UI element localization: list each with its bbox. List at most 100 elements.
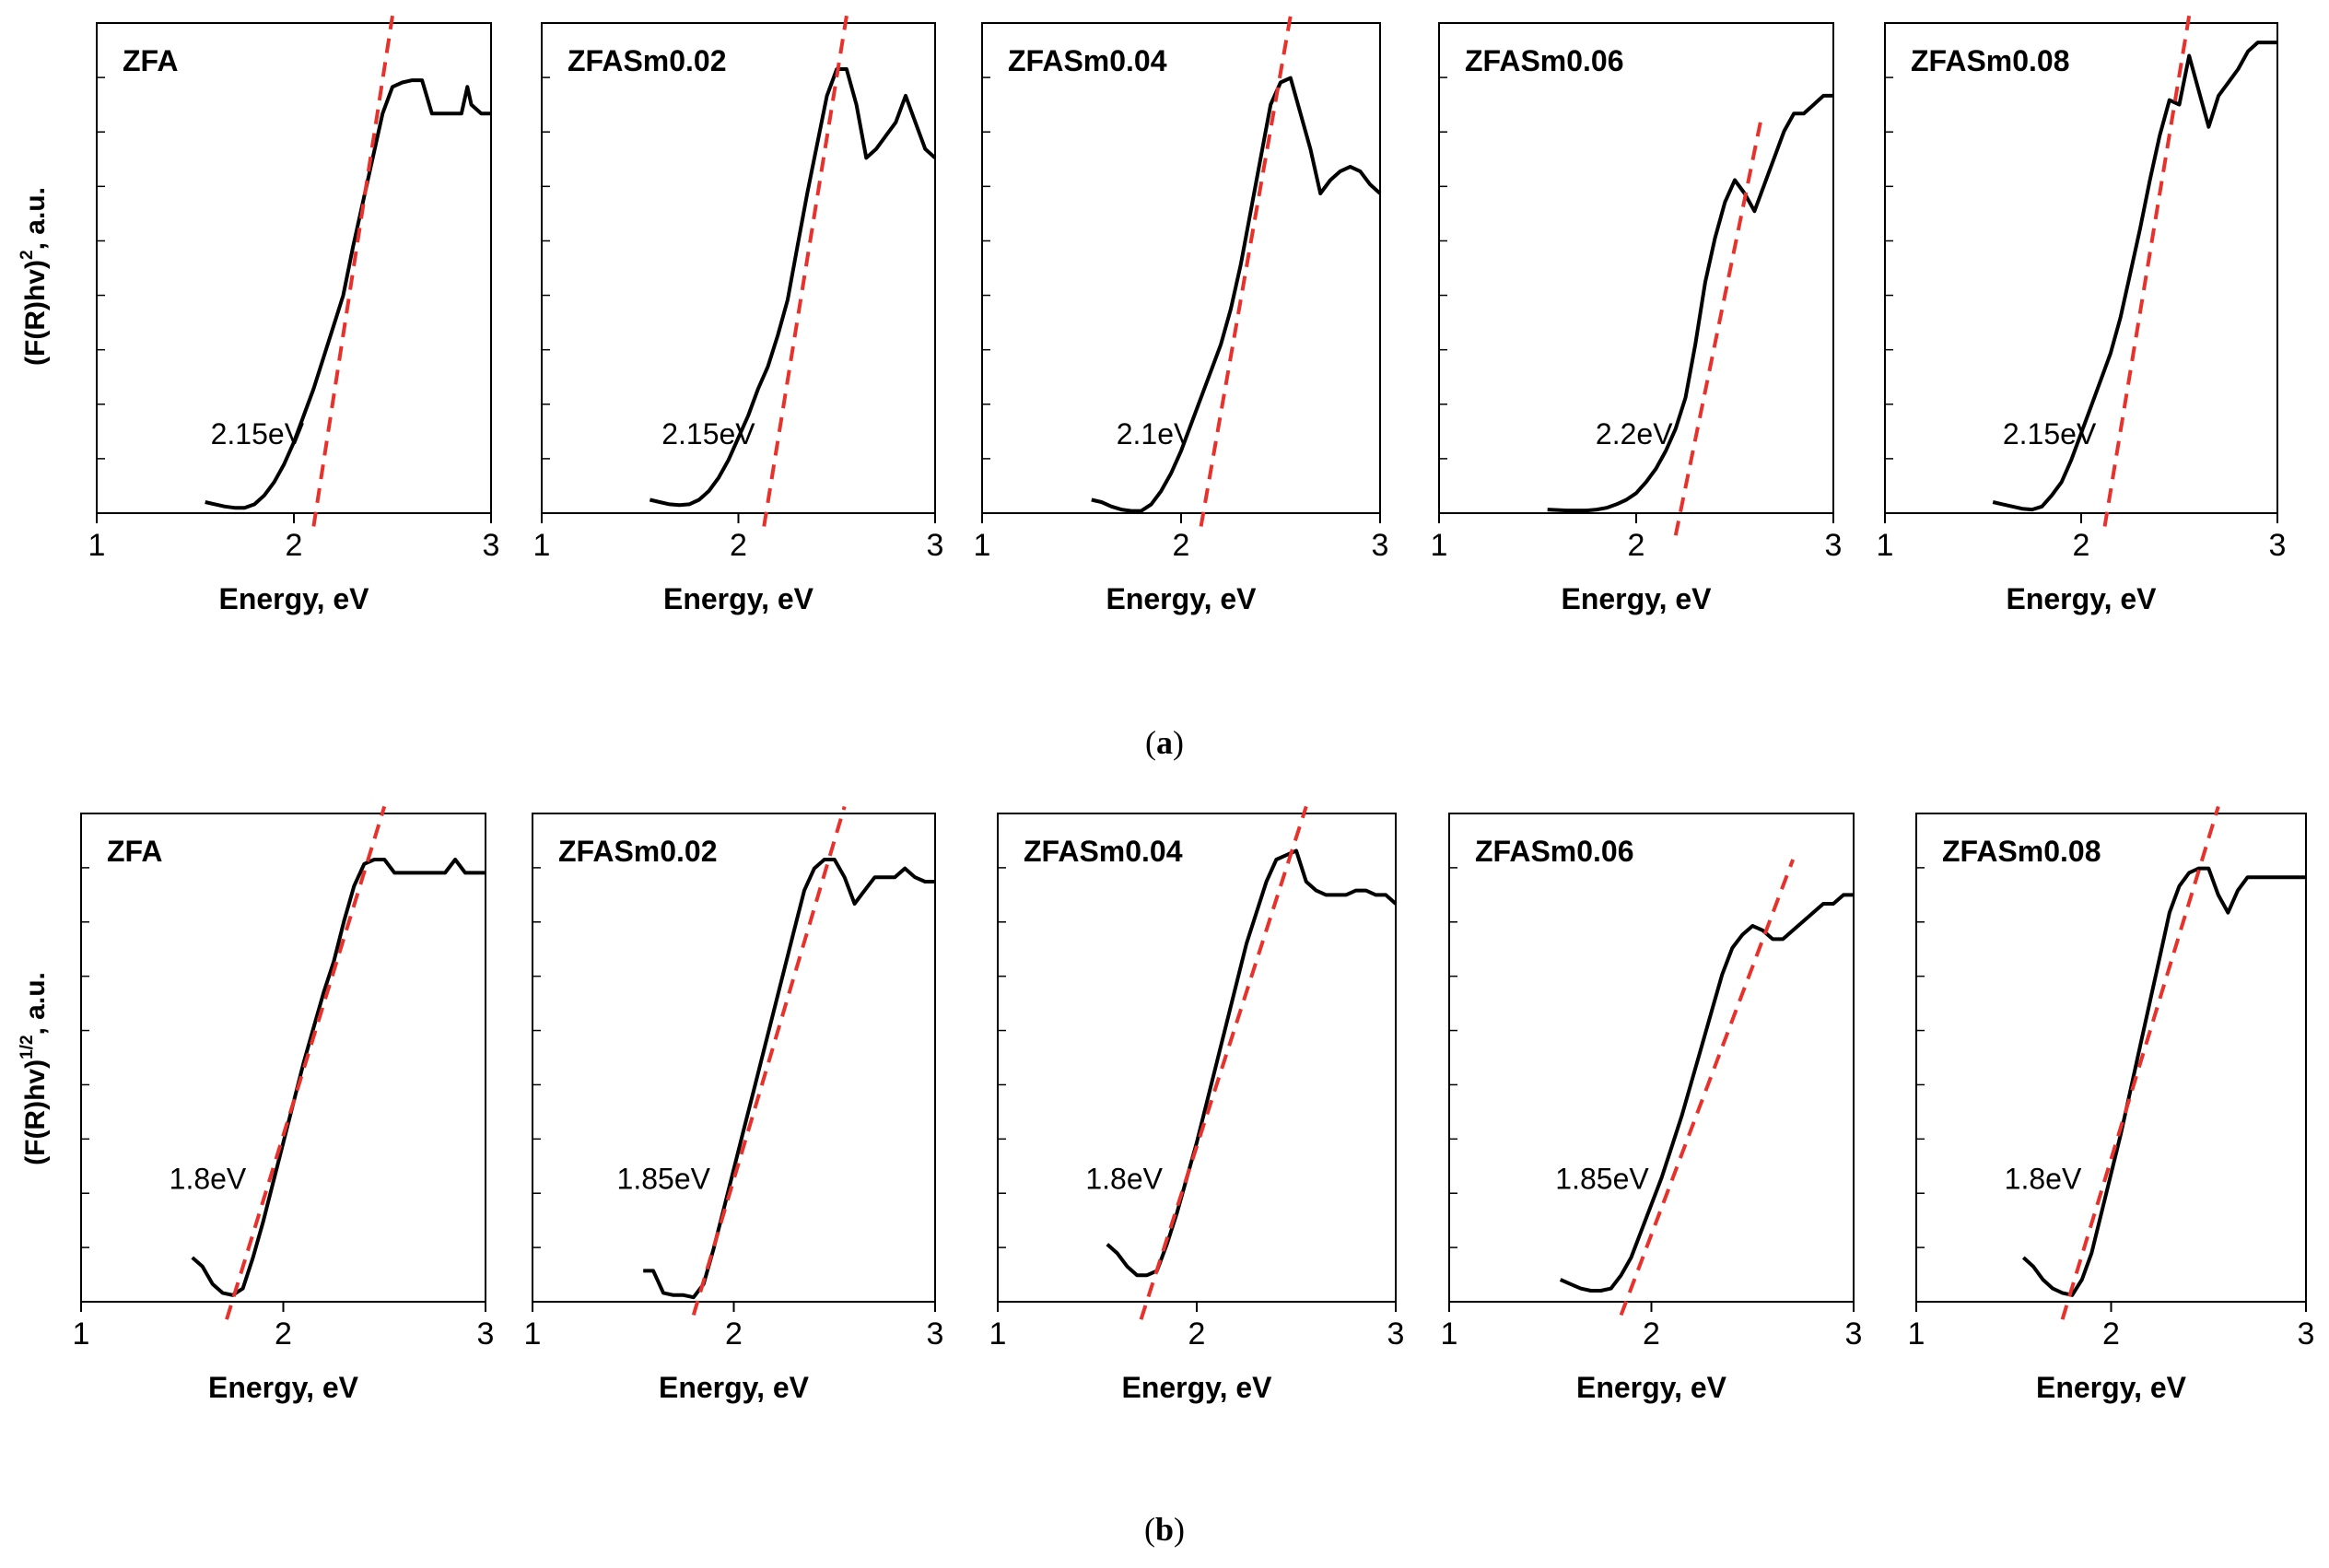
panel-b-5-x-tick-label: 3 (2298, 1316, 2315, 1352)
panel-b-4-title: ZFASm0.06 (1475, 835, 1634, 868)
panel-b-1: 1 2 3 Energy, eV ZFA 1.8eV (73, 805, 495, 1404)
panel-b-4-x-tick-label: 2 (1643, 1316, 1660, 1352)
panel-b-2-xlabel: Energy, eV (659, 1371, 810, 1404)
panel-a-5-x-tick-label: 1 (1877, 528, 1894, 563)
panel-b-3-title: ZFASm0.04 (1024, 835, 1183, 868)
panel-b-3: 1 2 3 Energy, eV ZFASm0.04 1.8eV (989, 805, 1405, 1404)
panel-b-1-band-gap-label: 1.8eV (170, 1163, 247, 1196)
panel-a-5-data-curve (1992, 41, 2277, 512)
panel-b-3-band-gap-label: 1.8eV (1085, 1163, 1163, 1196)
panel-a-5-xlabel: Energy, eV (2006, 582, 2157, 615)
panel-a-2-x-tick-label: 1 (533, 528, 551, 563)
panel-a-2-xlabel: Energy, eV (663, 582, 814, 615)
panel-b-4-band-gap-label: 1.85eV (1555, 1163, 1649, 1196)
panel-a-2: 1 2 3 Energy, eV ZFASm0.02 2.15eV (533, 15, 944, 615)
panel-b-4-x-tick-label: 1 (1441, 1316, 1458, 1352)
panel-b-2: 1 2 3 Energy, eV ZFASm0.02 1.85eV (524, 805, 944, 1404)
panel-b-5-x-tick-label: 1 (1908, 1316, 1925, 1352)
panel-a-5-x-tick-label: 3 (2269, 528, 2287, 563)
panel-b-2-band-gap-label: 1.85eV (617, 1163, 711, 1196)
panel-b-3-x-tick-label: 1 (989, 1316, 1007, 1352)
panel-a-1-x-tick-label: 2 (286, 528, 303, 563)
ylabel-b: (F(R)hv)1/2, a.u. (18, 972, 51, 1165)
panel-b-1-x-tick-label: 2 (275, 1316, 292, 1352)
panel-a-3-x-tick-label: 3 (1372, 528, 1389, 563)
panel-b-2-data-curve (643, 858, 935, 1300)
panel-b-5-xlabel: Energy, eV (2036, 1371, 2187, 1404)
caption-b-open: ( (1144, 1511, 1155, 1548)
panel-a-1-data-curve (205, 78, 491, 510)
panel-a-3-fit-line (1199, 15, 1293, 527)
caption-a: (a) (1145, 724, 1184, 761)
panel-a-2-title: ZFASm0.02 (568, 44, 727, 77)
panel-b-3-fit-line (1139, 805, 1308, 1320)
ylabel-b-sup: 1/2 (18, 1035, 37, 1059)
panel-b-5: 1 2 3 Energy, eV ZFASm0.08 1.8eV (1908, 805, 2315, 1404)
panel-b-3-x-tick-label: 2 (1188, 1316, 1206, 1352)
panel-b-3-xlabel: Energy, eV (1121, 1371, 1272, 1404)
panel-a-2-x-tick-label: 2 (730, 528, 747, 563)
caption-a-open: ( (1145, 724, 1156, 761)
panel-a-3-x-tick-label: 2 (1173, 528, 1190, 563)
ylabel-a-main: (F(R)hv) (20, 260, 51, 366)
svg-text:(F(R)hv)1/2, a.u.: (F(R)hv)1/2, a.u. (18, 972, 51, 1165)
panel-a-5: 1 2 3 Energy, eV ZFASm0.08 2.15eV (1877, 15, 2287, 615)
panel-a-5-x-tick-label: 2 (2073, 528, 2090, 563)
panel-a-1-title: ZFA (123, 44, 178, 77)
panel-b-2-x-tick-label: 1 (524, 1316, 542, 1352)
panel-a-5-band-gap-label: 2.15eV (2003, 417, 2097, 451)
panel-a-4-xlabel: Energy, eV (1561, 582, 1712, 615)
panel-b-2-x-tick-label: 2 (725, 1316, 743, 1352)
panel-b-3-x-tick-label: 3 (1387, 1316, 1405, 1352)
panel-a-3: 1 2 3 Energy, eV ZFASm0.04 2.1eV (974, 15, 1389, 615)
panel-b-4-xlabel: Energy, eV (1576, 1371, 1727, 1404)
panel-b-2-title: ZFASm0.02 (558, 835, 718, 868)
ylabel-a-tail: , a.u. (20, 187, 51, 250)
panel-b-4: 1 2 3 Energy, eV ZFASm0.06 1.85eV (1441, 813, 1863, 1404)
panel-a-2-x-tick-label: 3 (927, 528, 944, 563)
panel-b-5-title: ZFASm0.08 (1942, 835, 2101, 868)
caption-b-letter: b (1155, 1511, 1174, 1548)
caption-b: (b) (1144, 1511, 1185, 1548)
panel-a-4: 1 2 3 Energy, eV ZFASm0.06 2.2eV (1431, 22, 1843, 615)
ylabel-b-main: (F(R)hv) (20, 1059, 51, 1165)
panel-b-1-x-tick-label: 1 (73, 1316, 90, 1352)
panel-a-2-fit-line (762, 15, 849, 527)
panel-b-4-x-tick-label: 3 (1845, 1316, 1863, 1352)
ylabel-a-sup: 2 (18, 250, 37, 260)
panel-a-4-title: ZFASm0.06 (1465, 44, 1624, 77)
panel-b-5-fit-line (2060, 805, 2220, 1320)
ylabel-a: (F(R)hv)2, a.u. (18, 187, 51, 366)
panel-a-1-x-tick-label: 1 (88, 528, 106, 563)
panel-a-4-band-gap-label: 2.2eV (1596, 417, 1673, 451)
panel-a-4-x-tick-label: 3 (1825, 528, 1843, 563)
panel-a-3-band-gap-label: 2.1eV (1117, 417, 1194, 451)
panel-b-1-fit-line (225, 805, 387, 1320)
panel-a-1-x-tick-label: 3 (483, 528, 500, 563)
panel-a-3-data-curve (1091, 76, 1382, 513)
panel-b-1-xlabel: Energy, eV (208, 1371, 359, 1404)
panels: 1 2 3 Energy, eV ZFA 2.15eV 1 2 3 Energy, eV ZFASm… (73, 15, 2315, 1404)
svg-text:(F(R)hv)2, a.u.: (F(R)hv)2, a.u. (18, 187, 51, 366)
caption-a-close: ) (1173, 724, 1184, 761)
panel-a-5-title: ZFASm0.08 (1911, 44, 2070, 77)
panel-b-2-x-tick-label: 3 (927, 1316, 944, 1352)
panel-a-3-xlabel: Energy, eV (1106, 582, 1257, 615)
panel-b-1-x-tick-label: 3 (477, 1316, 495, 1352)
panel-a-4-x-tick-label: 1 (1431, 528, 1448, 563)
panel-a-3-x-tick-label: 1 (974, 528, 991, 563)
caption-b-close: ) (1174, 1511, 1185, 1548)
panel-b-1-title: ZFA (107, 835, 162, 868)
ylabel-b-tail: , a.u. (20, 972, 51, 1035)
panel-a-5-fit-line (2102, 15, 2192, 527)
panel-a-2-data-curve (649, 67, 937, 508)
panel-a-1-band-gap-label: 2.15eV (211, 417, 305, 451)
panel-b-4-data-curve (1559, 893, 1854, 1293)
caption-a-letter: a (1156, 724, 1173, 761)
panel-b-4-fit-line (1619, 859, 1796, 1316)
panel-a-3-title: ZFASm0.04 (1008, 44, 1167, 77)
panel-a-1-fit-line (311, 15, 394, 527)
panel-a-1-xlabel: Energy, eV (218, 582, 369, 615)
